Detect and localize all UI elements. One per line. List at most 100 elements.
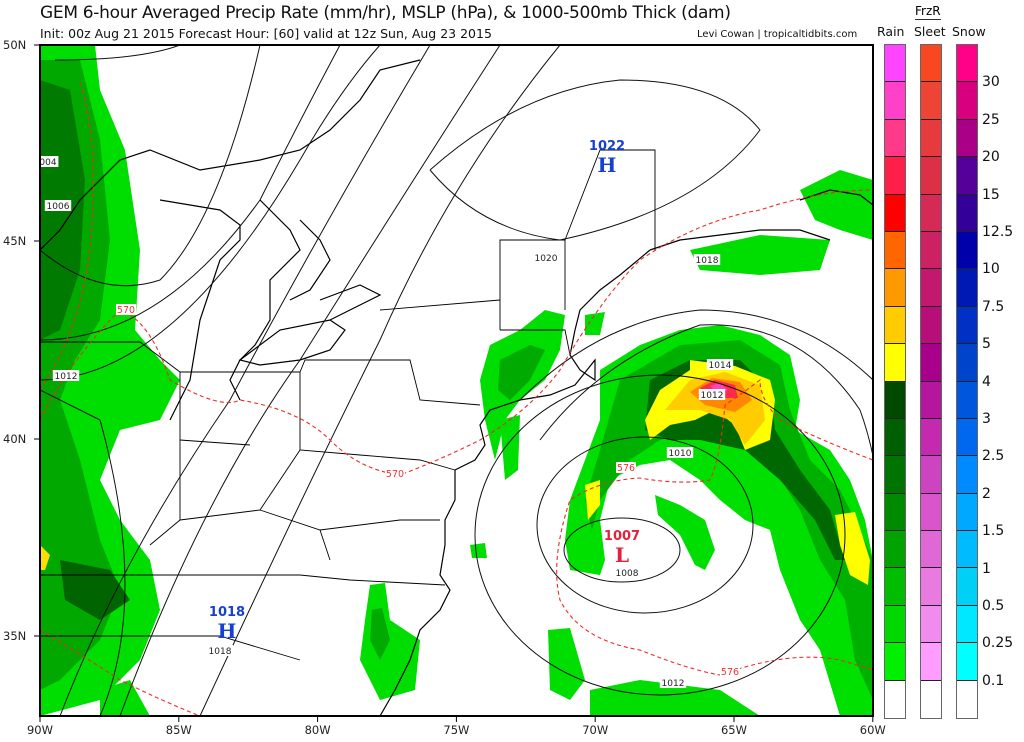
thickness-label: 570 bbox=[386, 469, 404, 480]
low-pressure-value: 1007 bbox=[604, 529, 640, 544]
sleet-color-cell bbox=[921, 306, 941, 345]
snow-color-cell bbox=[957, 344, 977, 382]
snow-color-cell bbox=[957, 493, 977, 532]
isobar-label: 004 bbox=[39, 158, 56, 168]
rain-color-cell bbox=[885, 680, 905, 719]
map-title: GEM 6-hour Averaged Precip Rate (mm/hr),… bbox=[40, 3, 731, 23]
colorbar-label: 0.1 bbox=[982, 672, 1005, 689]
sleet-color-cell bbox=[921, 231, 941, 270]
thickness-label-bg bbox=[720, 666, 740, 677]
colorbar-label: 20 bbox=[982, 149, 1000, 166]
isobar-label-bg bbox=[659, 677, 687, 688]
snow-color-cell bbox=[957, 157, 977, 195]
lon-label: 80W bbox=[305, 723, 331, 737]
map-axes: 50N 45N 40N 35N 90W 85W 80W 75W 70W 65W 60W bbox=[3, 38, 886, 737]
lat-label: 35N bbox=[3, 629, 26, 643]
sleet-color-cell bbox=[921, 269, 941, 307]
isobar-label-bg bbox=[666, 447, 694, 458]
rain-color-cell bbox=[885, 381, 905, 419]
colorbar-header-frzr: FrzR bbox=[915, 4, 941, 20]
colorbar-label: 30 bbox=[982, 74, 1000, 91]
lon-label: 75W bbox=[443, 723, 469, 737]
low-pressure-center: 1007 L bbox=[604, 529, 640, 567]
rain-color-cell bbox=[885, 456, 905, 494]
isobar-label: 1012 bbox=[701, 391, 724, 401]
isobar-label: 1018 bbox=[209, 647, 232, 657]
isobar-label-bg bbox=[44, 200, 72, 211]
colorbar-label: 0.5 bbox=[982, 598, 1005, 614]
rain-color-cell bbox=[885, 605, 905, 644]
colorbar-label: 2.5 bbox=[982, 448, 1005, 465]
sleet-color-cell bbox=[921, 643, 941, 681]
colorbar-header-rain: Rain bbox=[877, 24, 905, 39]
colorbar-label: 12.5 bbox=[982, 224, 1014, 240]
sleet-color-cell bbox=[921, 45, 941, 83]
lat-label: 50N bbox=[3, 38, 26, 52]
sleet-color-cell bbox=[921, 680, 941, 719]
sleet-color-cell bbox=[921, 456, 941, 494]
snow-color-cell bbox=[957, 231, 977, 270]
rain-color-cell bbox=[885, 269, 905, 307]
credit-text: Levi Cowan | tropicaltidbits.com bbox=[697, 29, 858, 40]
high-pressure-center-1: 1022 H bbox=[589, 139, 625, 177]
colorbar-label: 1.5 bbox=[982, 523, 1005, 540]
sleet-color-cell bbox=[921, 418, 941, 457]
colorbar-label: 4 bbox=[982, 373, 991, 390]
isobar-label: 1018 bbox=[696, 256, 719, 266]
isobar-label: 1012 bbox=[662, 679, 685, 689]
rain-color-cell bbox=[885, 418, 905, 457]
isobar-label-bg bbox=[698, 389, 726, 400]
coastlines bbox=[40, 59, 873, 716]
colorbar-label: 7.5 bbox=[982, 298, 1005, 315]
lon-label: 70W bbox=[582, 723, 608, 737]
colorbar-label: 3 bbox=[982, 411, 991, 427]
colorbar-label: 1 bbox=[982, 560, 991, 577]
thickness-labels: 570 570 576 576 bbox=[116, 304, 740, 678]
snow-color-cell bbox=[957, 269, 977, 307]
colorbar-rain bbox=[884, 44, 906, 720]
colorbar-label: 25 bbox=[982, 111, 1000, 128]
isobar-labels: 004 1006 1012 1020 1018 1014 1012 1010 1008 1012 1… bbox=[39, 156, 734, 689]
isobar-label: 1014 bbox=[709, 361, 732, 371]
isobar-label: 1012 bbox=[55, 372, 78, 382]
high-pressure-center-2: 1018 H bbox=[209, 605, 245, 643]
isobar-label-bg bbox=[532, 252, 560, 263]
map-subtitle: Init: 00z Aug 21 2015 Forecast Hour: [60… bbox=[40, 26, 492, 41]
thickness-label: 576 bbox=[617, 463, 635, 474]
snow-color-cell bbox=[957, 456, 977, 494]
isobar-label: 1008 bbox=[616, 569, 639, 579]
colorbar-header-sleet: Sleet bbox=[914, 24, 946, 39]
isobar-label-bg bbox=[613, 567, 641, 578]
rain-color-cell bbox=[885, 306, 905, 345]
rain-color-cell bbox=[885, 643, 905, 681]
isobar-label: 1010 bbox=[669, 449, 692, 459]
sleet-color-cell bbox=[921, 493, 941, 532]
lon-label: 60W bbox=[860, 723, 886, 737]
isobar-label: 1006 bbox=[47, 202, 70, 212]
low-pressure-letter: L bbox=[615, 543, 629, 567]
rain-color-cell bbox=[885, 531, 905, 569]
state-borders bbox=[40, 149, 656, 661]
thickness-label: 576 bbox=[721, 667, 739, 678]
colorbar-sleet bbox=[920, 44, 942, 720]
high-pressure-letter: H bbox=[218, 619, 237, 643]
sleet-color-cell bbox=[921, 568, 941, 606]
thickness-label-bg bbox=[385, 468, 405, 479]
snow-color-cell bbox=[957, 568, 977, 606]
sleet-color-cell bbox=[921, 381, 941, 419]
sleet-color-cell bbox=[921, 119, 941, 158]
snow-color-cell bbox=[957, 306, 977, 345]
rain-color-cell bbox=[885, 568, 905, 606]
isobar-label-bg bbox=[40, 156, 59, 167]
snow-color-cell bbox=[957, 82, 977, 120]
precip-coastal-low bbox=[548, 170, 873, 716]
sleet-color-cell bbox=[921, 157, 941, 195]
rain-color-cell bbox=[885, 344, 905, 382]
lon-label: 90W bbox=[27, 723, 53, 737]
lat-label: 45N bbox=[3, 234, 26, 248]
isobar-label-bg bbox=[693, 254, 721, 265]
rain-color-cell bbox=[885, 82, 905, 120]
sleet-color-cell bbox=[921, 344, 941, 382]
lon-label: 85W bbox=[166, 723, 192, 737]
colorbar-label: 0.25 bbox=[982, 635, 1014, 652]
